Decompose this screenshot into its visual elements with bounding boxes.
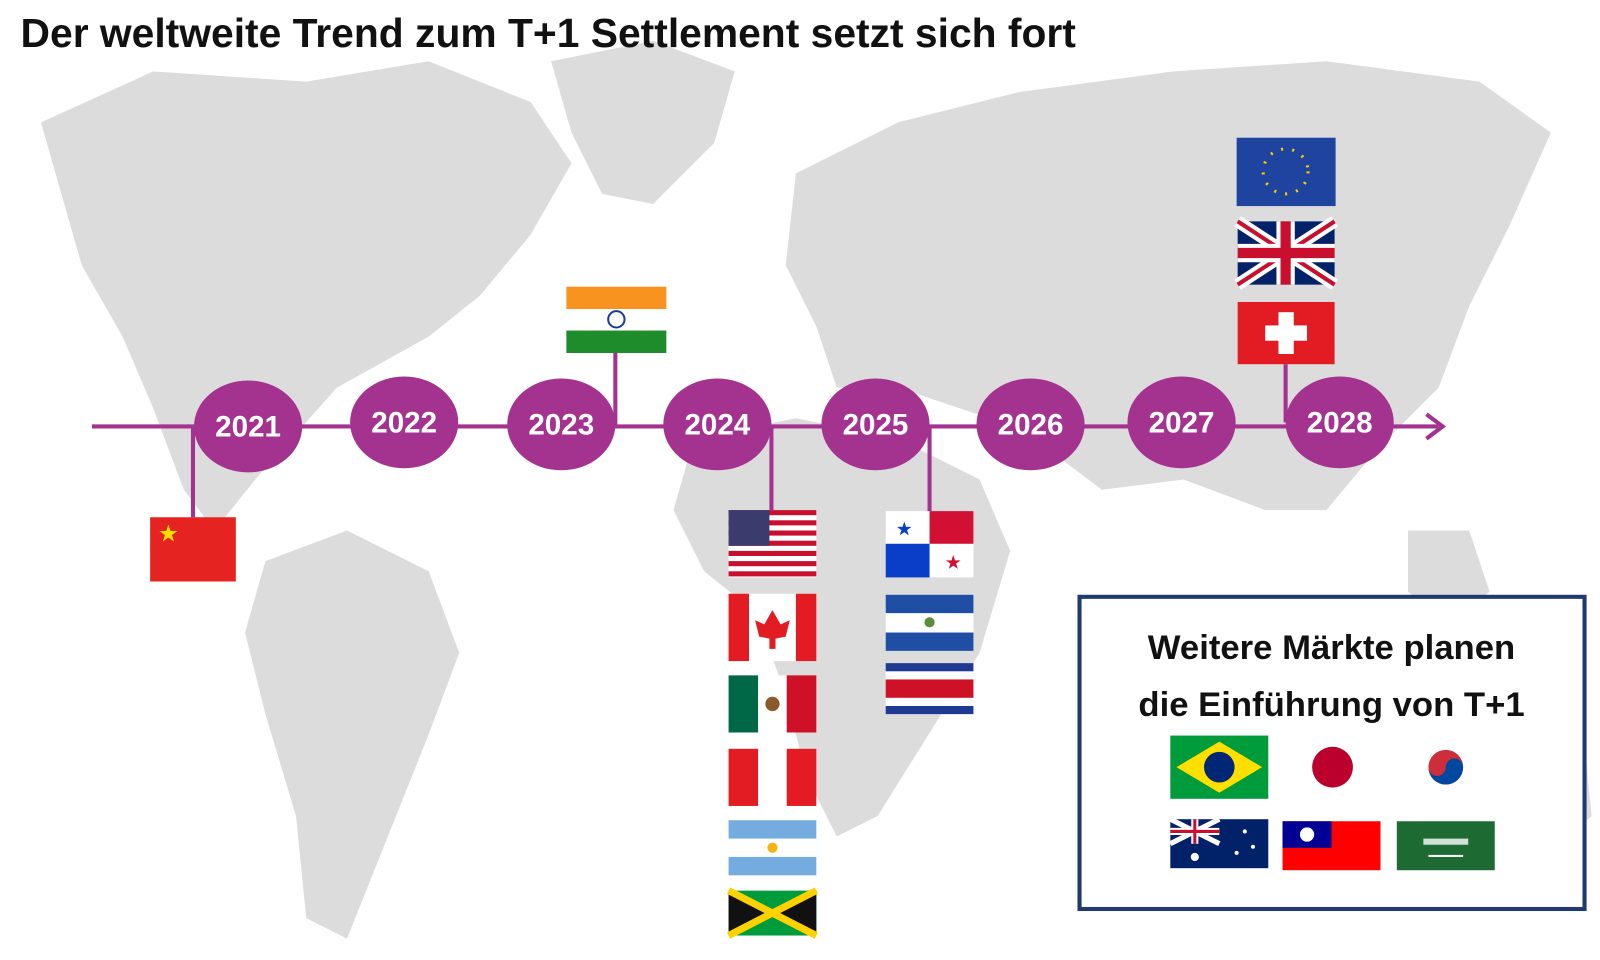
year-label: 2024 — [684, 409, 750, 442]
box-line: die Einführung von T+1 — [1138, 686, 1524, 724]
year-nodes: 2021 2022 2023 2024 2025 2026 2027 2028 — [194, 376, 1394, 473]
info-box: Weitere Märkte planen die Einführung von… — [1077, 594, 1587, 912]
year-label: 2025 — [843, 409, 909, 442]
svg-text:★: ★ — [159, 524, 177, 546]
year-node — [821, 378, 930, 471]
year-node — [1285, 376, 1394, 469]
flags: ★ ★ ★ — [150, 137, 1338, 939]
year-node — [507, 378, 616, 471]
year-label: 2027 — [1149, 407, 1215, 440]
svg-text:★: ★ — [897, 521, 912, 539]
year-label: 2026 — [998, 409, 1064, 442]
year-node — [194, 380, 303, 473]
box-line: Weitere Märkte planen — [1148, 629, 1515, 667]
year-label: 2028 — [1307, 407, 1373, 440]
svg-text:★: ★ — [946, 554, 961, 572]
year-node — [663, 378, 772, 471]
year-node — [1127, 376, 1236, 469]
title: Der weltweite Trend zum T+1 Settlement s… — [21, 10, 1077, 56]
year-node — [976, 378, 1085, 471]
year-label: 2023 — [528, 409, 594, 442]
year-node — [350, 376, 459, 469]
year-label: 2022 — [371, 407, 437, 440]
year-label: 2021 — [215, 411, 281, 444]
